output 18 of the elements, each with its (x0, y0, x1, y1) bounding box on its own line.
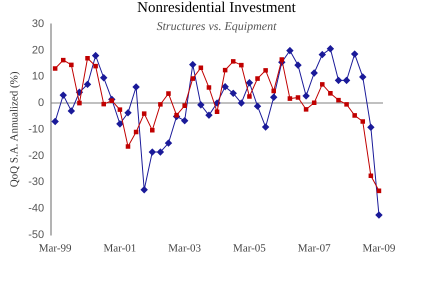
x-tick-label: Mar-07 (298, 242, 332, 254)
y-tick-label: -30 (28, 176, 44, 188)
chart-subtitle: Structures vs. Equipment (156, 19, 276, 33)
y-tick-label: 10 (32, 70, 44, 83)
y-tick-label: -40 (28, 202, 44, 214)
x-tick-label: Mar-05 (233, 242, 266, 254)
y-tick-label: 30 (32, 18, 44, 30)
y-tick-label: -10 (28, 123, 44, 136)
chart-title: Nonresidential Investment (136, 0, 297, 17)
x-tick-label: Mar-01 (104, 242, 136, 254)
x-tick-label: Mar-09 (362, 242, 396, 254)
y-tick-label: 20 (32, 44, 44, 56)
y-axis-title: QoQ S.A. Annualized (%) (8, 71, 20, 188)
y-tick-label: 0 (38, 97, 44, 110)
y-tick-label: -50 (28, 228, 44, 241)
x-tick-label: Mar-99 (38, 242, 72, 254)
y-tick-label: -20 (28, 150, 44, 162)
x-tick-label: Mar-03 (168, 242, 202, 254)
